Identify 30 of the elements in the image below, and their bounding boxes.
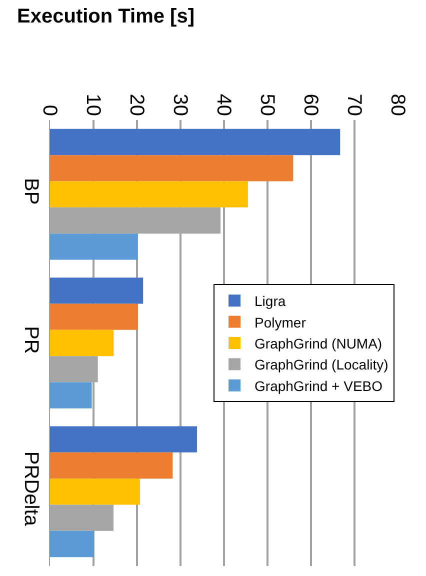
x-tick-label: 60	[300, 94, 322, 116]
bar	[50, 478, 140, 505]
bar	[50, 382, 92, 408]
bar	[50, 128, 340, 156]
chart-title: Execution Time [s]	[17, 6, 194, 28]
bar	[50, 304, 138, 330]
x-tick-label: 80	[386, 94, 408, 116]
bar	[50, 234, 138, 260]
bar	[50, 426, 198, 452]
x-tick-label: 40	[212, 94, 234, 116]
legend-label: Ligra	[254, 293, 286, 310]
bar	[50, 530, 94, 558]
y-tick-label: PR	[20, 326, 42, 354]
legend-label: GraphGrind + VEBO	[254, 378, 383, 394]
bar	[50, 330, 114, 356]
bar	[50, 155, 294, 182]
bar	[50, 278, 144, 304]
x-tick-label: 30	[169, 94, 191, 116]
x-tick-label: 20	[126, 94, 148, 116]
legend-label: GraphGrind (Locality)	[254, 356, 388, 373]
legend-label: GraphGrind (NUMA)	[254, 335, 382, 352]
y-tick-label: BP	[20, 178, 42, 205]
bar	[50, 452, 173, 479]
legend-label: Polymer	[254, 314, 306, 330]
y-tick-label: PRDelta	[20, 451, 42, 527]
x-tick-label: 10	[82, 94, 104, 116]
x-tick-label: 50	[256, 94, 278, 116]
x-tick-label: 0	[38, 104, 60, 116]
bar	[50, 181, 248, 208]
x-tick-label: 70	[343, 94, 365, 116]
